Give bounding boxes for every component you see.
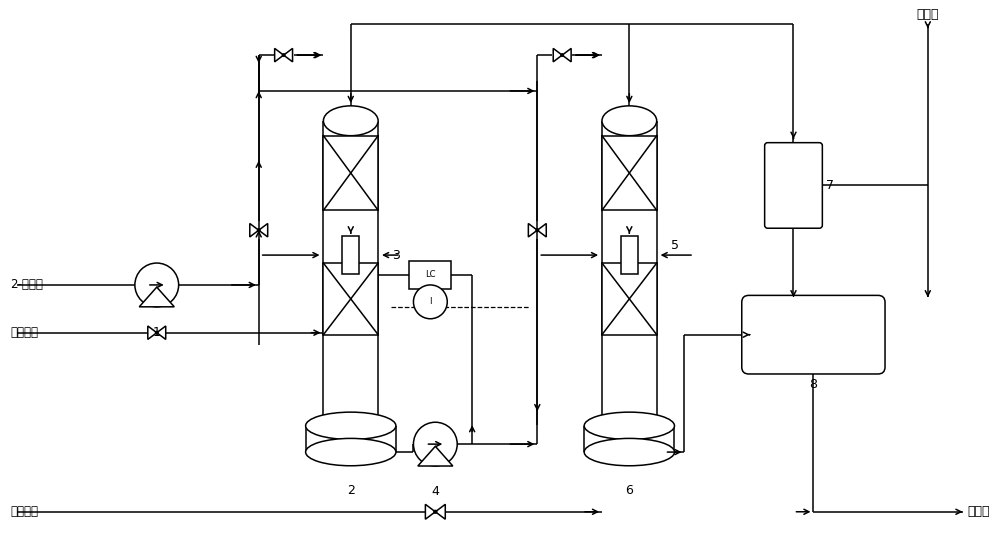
Bar xyxy=(323,263,378,335)
Polygon shape xyxy=(418,446,453,466)
Text: 5: 5 xyxy=(671,239,679,252)
Polygon shape xyxy=(148,326,157,340)
Text: 3: 3 xyxy=(393,249,400,262)
Polygon shape xyxy=(537,223,546,237)
Polygon shape xyxy=(275,49,284,62)
Text: 后处理: 后处理 xyxy=(968,505,990,518)
Circle shape xyxy=(413,285,447,319)
Circle shape xyxy=(413,422,457,466)
Bar xyxy=(602,136,657,210)
Ellipse shape xyxy=(584,412,674,439)
Polygon shape xyxy=(259,223,268,237)
Ellipse shape xyxy=(306,438,396,466)
Text: 1: 1 xyxy=(153,326,161,339)
Ellipse shape xyxy=(584,438,674,466)
Text: 8: 8 xyxy=(809,378,817,391)
Ellipse shape xyxy=(323,106,378,136)
FancyBboxPatch shape xyxy=(742,295,885,374)
Bar xyxy=(323,136,378,210)
Text: 2-萘酚钠: 2-萘酚钠 xyxy=(11,278,43,292)
Text: -: - xyxy=(458,302,462,312)
Ellipse shape xyxy=(306,412,396,439)
Polygon shape xyxy=(250,223,259,237)
Polygon shape xyxy=(157,326,166,340)
Polygon shape xyxy=(435,504,445,519)
Text: 7: 7 xyxy=(826,179,834,192)
Polygon shape xyxy=(284,49,293,62)
Polygon shape xyxy=(139,287,174,307)
Circle shape xyxy=(257,228,260,232)
Circle shape xyxy=(155,331,158,334)
Polygon shape xyxy=(562,49,571,62)
Text: 二氧化碳: 二氧化碳 xyxy=(11,505,39,518)
Circle shape xyxy=(536,228,539,232)
Circle shape xyxy=(434,510,437,513)
Text: 4: 4 xyxy=(431,486,439,498)
Text: 2: 2 xyxy=(347,485,355,498)
Text: 6: 6 xyxy=(625,485,633,498)
Text: LC: LC xyxy=(425,270,436,280)
Text: 吸收液: 吸收液 xyxy=(917,8,939,21)
Ellipse shape xyxy=(602,106,657,136)
Polygon shape xyxy=(553,49,562,62)
Bar xyxy=(602,263,657,335)
Circle shape xyxy=(561,53,564,57)
Polygon shape xyxy=(528,223,537,237)
Text: I: I xyxy=(429,298,432,306)
FancyBboxPatch shape xyxy=(765,143,822,228)
Polygon shape xyxy=(425,504,435,519)
Bar xyxy=(342,236,359,274)
Circle shape xyxy=(135,263,179,307)
Text: 二氧化碳: 二氧化碳 xyxy=(11,326,39,339)
Bar xyxy=(621,236,638,274)
Circle shape xyxy=(282,53,285,57)
Bar xyxy=(409,261,451,289)
